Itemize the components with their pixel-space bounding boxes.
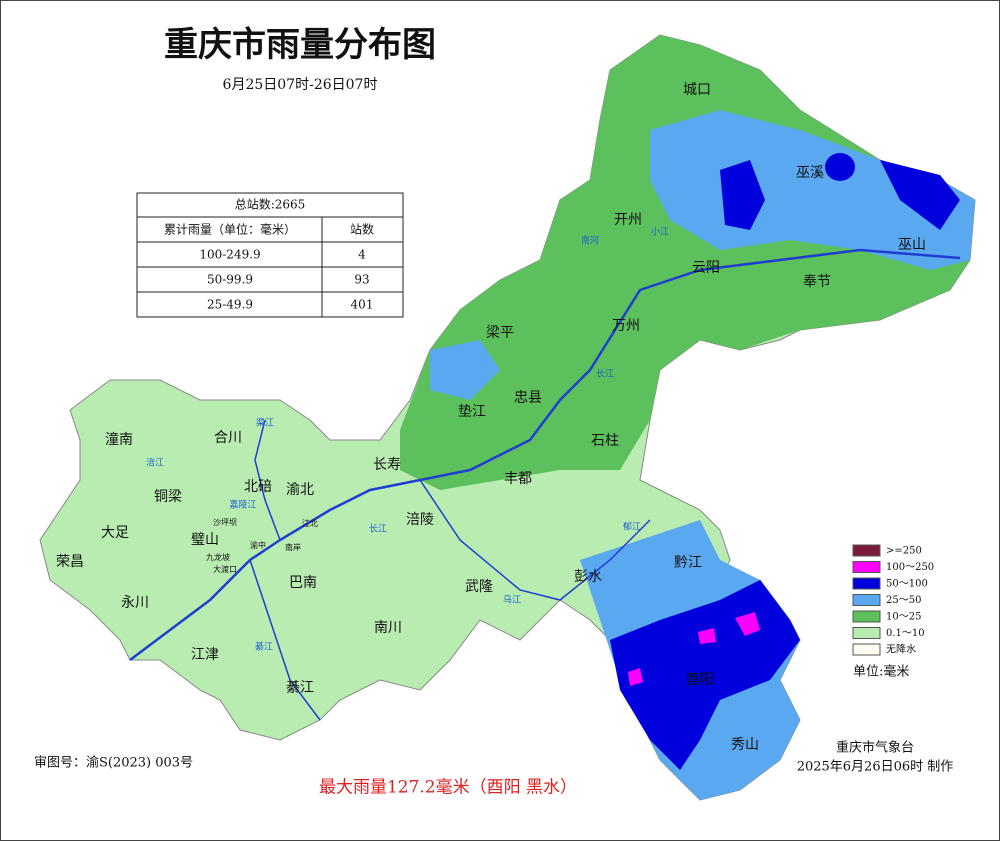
- place-label: 城口: [683, 82, 711, 98]
- place-label: 沙坪坝: [213, 518, 237, 527]
- place-label: 云阳: [692, 260, 720, 276]
- place-label: 九龙坡: [206, 552, 230, 562]
- place-label: 铜梁: [154, 489, 182, 505]
- river-label: 长江: [596, 368, 614, 380]
- place-label: 合川: [214, 430, 242, 446]
- legend-label: 10～25: [886, 612, 921, 623]
- station-table: 总站数:2665 累计雨量（单位：毫米） 站数 100-249.9 4 50-9…: [136, 192, 404, 318]
- table-header: 站数: [350, 222, 374, 237]
- table-cell: 100-249.9: [199, 248, 260, 262]
- legend-swatch: [852, 577, 881, 590]
- place-label: 万州: [612, 318, 640, 334]
- place-label: 垫江: [458, 404, 486, 420]
- table-cell: 93: [354, 273, 369, 287]
- place-label: 彭水: [574, 569, 602, 585]
- table-cell: 401: [351, 298, 374, 312]
- place-label: 梁平: [486, 325, 514, 341]
- river-label: 涪江: [146, 457, 164, 469]
- legend-swatch: [852, 610, 881, 623]
- legend-swatch: [852, 643, 881, 656]
- agency: 重庆市气象台: [836, 740, 914, 756]
- river-label: 长江: [369, 523, 387, 535]
- place-label: 酉阳: [686, 672, 714, 688]
- place-label: 渝中: [250, 540, 266, 550]
- river-label: 乌江: [503, 594, 521, 606]
- place-label: 大足: [101, 525, 129, 541]
- place-label: 巫山: [898, 237, 926, 253]
- river-label: 郁江: [623, 521, 641, 533]
- map-areas: [39, 34, 976, 801]
- place-label: 永川: [121, 595, 149, 611]
- legend-unit: 单位:毫米: [853, 664, 909, 680]
- legend-label: 100～250: [886, 562, 934, 573]
- place-label: 潼南: [105, 431, 133, 448]
- place-label: 石柱: [591, 433, 619, 449]
- legend-swatch: [852, 627, 881, 639]
- table-frame: [136, 192, 404, 318]
- place-label: 綦江: [286, 680, 314, 696]
- legend-label: 无降水: [886, 643, 916, 656]
- place-label: 江北: [302, 519, 318, 528]
- legend-swatch: [852, 561, 881, 573]
- place-label: 渝北: [286, 482, 314, 498]
- table-cell: 25-49.9: [207, 298, 253, 312]
- rivers: [129, 248, 961, 721]
- place-label: 秀山: [731, 737, 759, 753]
- subtitle: 6月25日07时-26日07时: [223, 77, 378, 93]
- legend-label: 50～100: [886, 579, 928, 590]
- legend-label: 25～50: [886, 595, 921, 606]
- place-label: 南岸: [285, 542, 301, 552]
- river-label: 渠江: [256, 417, 274, 429]
- place-label: 璧山: [191, 531, 219, 548]
- table-caption: 总站数:2665: [235, 197, 306, 212]
- approval-number: 审图号：渝S(2023) 003号: [34, 755, 193, 771]
- place-label: 长寿: [373, 456, 401, 473]
- river-label: 南河: [581, 235, 599, 247]
- place-label: 大渡口: [213, 564, 237, 574]
- place-label: 武隆: [465, 579, 493, 595]
- title: 重庆市雨量分布图: [164, 25, 436, 65]
- place-label: 开州: [614, 212, 642, 228]
- river-label: 小江: [651, 227, 669, 238]
- place-label: 丰都: [504, 471, 532, 487]
- river-label: 嘉陵江: [229, 499, 256, 511]
- legend-swatch: [852, 544, 881, 557]
- issued: 2025年6月26日06时 制作: [797, 760, 954, 775]
- place-label: 荣昌: [56, 554, 84, 570]
- place-label: 涪陵: [406, 512, 434, 528]
- place-label: 黔江: [674, 555, 702, 571]
- legend-swatch: [852, 594, 881, 606]
- table-cell: 4: [358, 248, 366, 262]
- legend: >=250 100～250 50～100 25～50 10～25 0.1～10 无降水单位:…: [852, 544, 934, 680]
- max-rain: 最大雨量127.2毫米（酉阳 黑水）: [319, 778, 577, 798]
- table-cell: 50-99.9: [207, 273, 253, 287]
- place-label: 江津: [191, 647, 219, 663]
- table-header: 累计雨量（单位：毫米）: [164, 222, 296, 237]
- place-label: 奉节: [803, 274, 831, 290]
- place-label: 巫溪: [796, 165, 824, 181]
- river-label: 綦江: [255, 641, 273, 653]
- place-label: 北碚: [244, 479, 272, 495]
- legend-label: >=250: [886, 546, 922, 557]
- legend-label: 0.1～10: [886, 628, 925, 639]
- place-label: 巴南: [289, 575, 317, 591]
- place-label: 南川: [374, 620, 402, 636]
- place-label: 忠县: [514, 390, 542, 406]
